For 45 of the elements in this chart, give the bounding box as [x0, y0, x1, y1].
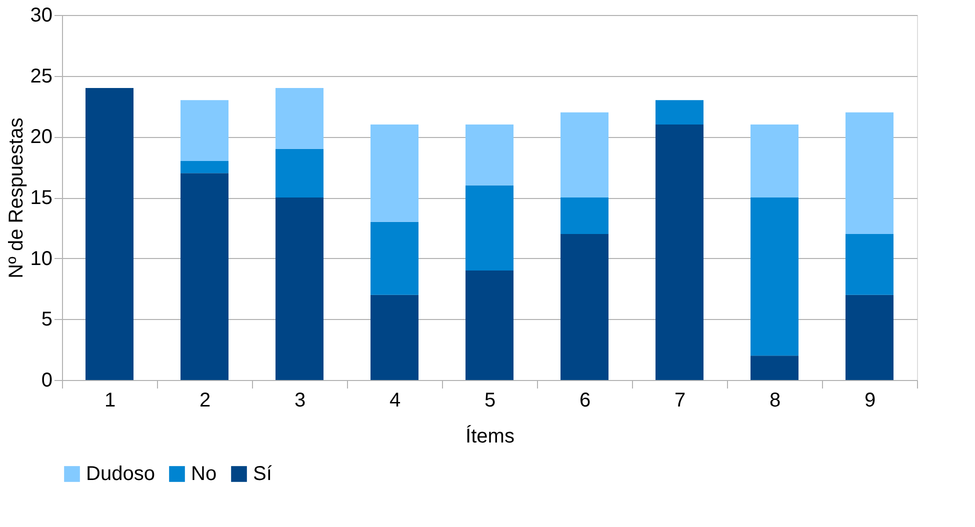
bar [276, 198, 324, 380]
bar [180, 100, 228, 161]
x-tick-label: 7 [674, 390, 686, 412]
x-tick-label: 9 [864, 390, 876, 412]
y-tick-label: 20 [30, 126, 52, 148]
y-tick-label: 10 [30, 248, 52, 270]
bar [560, 112, 608, 198]
bar [180, 173, 228, 380]
bar [750, 198, 798, 356]
bar [370, 124, 418, 222]
x-tick-label: 5 [484, 390, 496, 412]
x-tick-label: 8 [769, 390, 781, 412]
bar [466, 270, 514, 380]
bar [466, 124, 514, 186]
x-tick-label: 6 [579, 390, 591, 412]
y-tick-label: 25 [30, 65, 52, 88]
y-tick-label: 0 [41, 370, 52, 392]
y-tick-label: 30 [30, 4, 52, 26]
bar [750, 124, 798, 198]
legend-label: No [191, 463, 217, 485]
bar [846, 112, 894, 234]
y-axis-title: Nº de Respuestas [5, 118, 28, 278]
bar [560, 234, 608, 380]
x-tick-label: 1 [104, 390, 116, 412]
x-axis-title: Ítems [466, 424, 514, 448]
bar [750, 356, 798, 380]
y-tick-label: 5 [41, 308, 52, 331]
bar [370, 222, 418, 295]
bar [466, 185, 514, 270]
bar [846, 294, 894, 380]
bar [656, 124, 704, 380]
bar [656, 100, 704, 124]
bar [86, 88, 134, 380]
bar [276, 88, 324, 149]
bar [370, 294, 418, 380]
legend-label: Dudoso [86, 463, 155, 485]
bar [276, 148, 324, 198]
y-tick-label: 15 [30, 187, 52, 209]
bar [180, 161, 228, 174]
bar [560, 198, 608, 234]
x-tick-label: 4 [389, 390, 401, 412]
x-tick-label: 2 [199, 390, 211, 412]
legend-label: Sí [253, 463, 272, 485]
x-tick-label: 3 [294, 390, 306, 412]
bar [846, 234, 894, 295]
